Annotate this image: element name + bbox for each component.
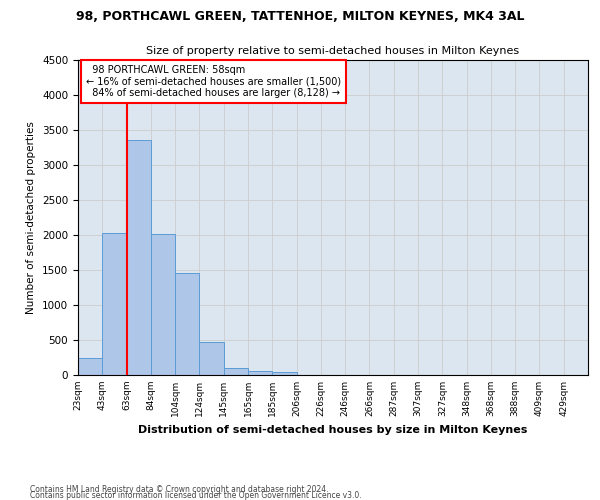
Bar xyxy=(151,234,175,375)
Bar xyxy=(102,233,127,375)
Text: 98, PORTHCAWL GREEN, TATTENHOE, MILTON KEYNES, MK4 3AL: 98, PORTHCAWL GREEN, TATTENHOE, MILTON K… xyxy=(76,10,524,23)
Title: Size of property relative to semi-detached houses in Milton Keynes: Size of property relative to semi-detach… xyxy=(146,46,520,56)
Bar xyxy=(224,368,248,375)
Bar xyxy=(78,358,102,375)
Bar xyxy=(248,371,272,375)
Bar xyxy=(272,372,296,375)
X-axis label: Distribution of semi-detached houses by size in Milton Keynes: Distribution of semi-detached houses by … xyxy=(139,424,527,434)
Text: Contains public sector information licensed under the Open Government Licence v3: Contains public sector information licen… xyxy=(30,490,362,500)
Text: Contains HM Land Registry data © Crown copyright and database right 2024.: Contains HM Land Registry data © Crown c… xyxy=(30,484,329,494)
Bar xyxy=(127,140,151,375)
Text: 98 PORTHCAWL GREEN: 58sqm
← 16% of semi-detached houses are smaller (1,500)
  84: 98 PORTHCAWL GREEN: 58sqm ← 16% of semi-… xyxy=(86,64,341,98)
Y-axis label: Number of semi-detached properties: Number of semi-detached properties xyxy=(26,121,37,314)
Bar xyxy=(199,342,224,375)
Bar xyxy=(175,273,199,375)
